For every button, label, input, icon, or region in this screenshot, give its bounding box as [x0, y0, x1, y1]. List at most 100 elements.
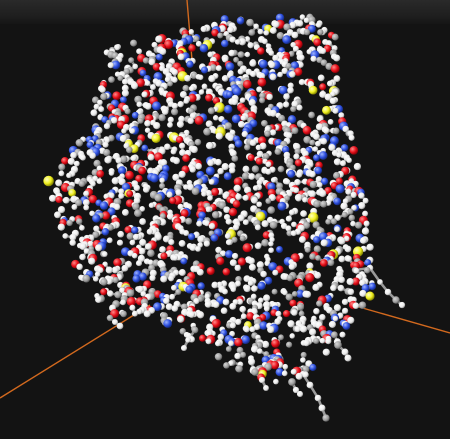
carbon-atom — [214, 352, 223, 361]
carbon-atom — [237, 60, 244, 67]
nitrogen-atom — [162, 164, 170, 173]
carbon-atom — [251, 165, 260, 173]
hydrogen-atom — [290, 368, 297, 375]
hydrogen-atom — [283, 101, 290, 108]
nitrogen-atom — [340, 144, 349, 152]
hydrogen-atom — [112, 319, 118, 325]
nitrogen-atom — [342, 322, 351, 330]
hydrogen-atom — [277, 71, 283, 78]
hydrogen-atom — [240, 114, 247, 121]
hydrogen-atom — [196, 268, 204, 276]
hydrogen-atom — [344, 354, 352, 362]
hydrogen-atom — [256, 86, 263, 93]
hydrogen-atom — [359, 289, 367, 297]
carbon-atom — [134, 209, 142, 218]
nitrogen-atom — [320, 177, 329, 185]
hydrogen-atom — [352, 302, 360, 310]
carbon-atom — [137, 117, 144, 124]
hydrogen-atom — [206, 121, 212, 128]
nitrogen-atom — [197, 282, 205, 290]
hydrogen-atom — [318, 404, 326, 412]
nitrogen-atom — [200, 66, 209, 74]
hydrogen-atom — [312, 283, 320, 292]
nitrogen-atom — [282, 35, 292, 45]
hydrogen-atom — [362, 197, 369, 204]
nitrogen-atom — [226, 90, 234, 99]
carbon-atom — [225, 346, 232, 352]
hydrogen-atom — [148, 202, 155, 209]
oxygen-atom — [330, 64, 340, 74]
hydrogen-atom — [224, 233, 231, 239]
hydrogen-atom — [167, 121, 173, 128]
nitrogen-atom — [139, 69, 147, 77]
oxygen-atom — [222, 268, 231, 276]
oxygen-atom — [349, 146, 359, 155]
carbon-atom — [259, 97, 266, 104]
carbon-atom — [267, 206, 276, 214]
hydrogen-atom — [121, 128, 127, 134]
hydrogen-atom — [347, 288, 355, 296]
hydrogen-atom — [287, 82, 294, 89]
hydrogen-atom — [121, 208, 129, 216]
hydrogen-atom — [227, 26, 234, 34]
hydrogen-atom — [222, 75, 228, 82]
hydrogen-atom — [175, 189, 182, 196]
carbon-atom — [124, 108, 131, 115]
hydrogen-atom — [228, 49, 236, 57]
hydrogen-atom — [282, 289, 288, 296]
hydrogen-atom — [239, 305, 247, 313]
hydrogen-atom — [113, 203, 121, 211]
nitrogen-atom — [205, 166, 215, 176]
nitrogen-atom — [232, 86, 242, 96]
nitrogen-atom — [155, 53, 163, 61]
hydrogen-atom — [298, 78, 306, 86]
carbon-atom — [92, 231, 100, 239]
hydrogen-atom — [176, 120, 184, 128]
hydrogen-atom — [229, 259, 237, 267]
nitrogen-atom — [225, 250, 234, 259]
hydrogen-atom — [310, 55, 317, 62]
hydrogen-atom — [102, 251, 108, 257]
hydrogen-atom — [229, 302, 237, 310]
oxygen-atom — [163, 39, 174, 49]
oxygen-atom — [247, 154, 255, 162]
hydrogen-atom — [292, 45, 299, 52]
atom-spheres — [43, 13, 406, 422]
hydrogen-atom — [315, 140, 321, 147]
hydrogen-atom — [165, 303, 173, 311]
hydrogen-atom — [136, 101, 143, 108]
hydrogen-atom — [105, 266, 113, 274]
hydrogen-atom — [62, 196, 70, 204]
hydrogen-atom — [237, 298, 243, 305]
hydrogen-atom — [238, 38, 246, 46]
hydrogen-atom — [361, 227, 370, 235]
hydrogen-atom — [229, 167, 236, 174]
hydrogen-atom — [237, 68, 244, 75]
hydrogen-atom — [293, 187, 300, 194]
hydrogen-atom — [66, 172, 72, 179]
hydrogen-atom — [189, 244, 197, 252]
oxygen-atom — [113, 258, 122, 267]
nitrogen-atom — [267, 182, 276, 191]
oxygen-atom — [233, 177, 243, 187]
hydrogen-atom — [197, 235, 205, 243]
sulfur-atom — [151, 133, 161, 143]
hydrogen-atom — [323, 127, 330, 134]
hydrogen-atom — [258, 72, 266, 80]
hydrogen-atom — [237, 214, 245, 222]
hydrogen-atom — [208, 179, 215, 185]
hydrogen-atom — [217, 333, 225, 341]
oxygen-atom — [61, 156, 69, 165]
hydrogen-atom — [98, 106, 105, 113]
hydrogen-atom — [225, 218, 232, 225]
hydrogen-atom — [326, 80, 334, 87]
hydrogen-atom — [306, 381, 314, 389]
hydrogen-atom — [110, 116, 118, 124]
hydrogen-atom — [304, 290, 312, 298]
carbon-atom — [78, 180, 86, 188]
hydrogen-atom — [233, 184, 241, 192]
oxygen-atom — [210, 187, 220, 196]
hydrogen-atom — [325, 337, 332, 345]
